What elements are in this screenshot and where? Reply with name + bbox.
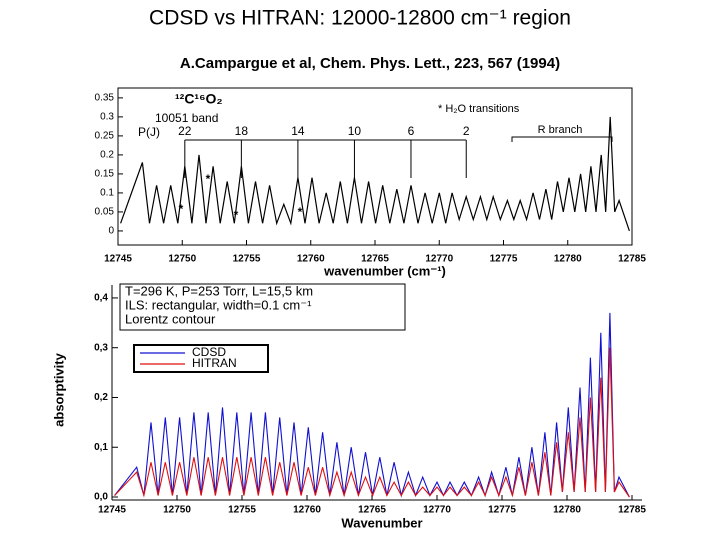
slide-title: CDSD vs HITRAN: 12000-12800 cm⁻¹ region [149, 7, 571, 30]
conditions-line: T=296 K, P=253 Torr, L=15,5 km [125, 283, 313, 298]
x-tick-label: 12780 [553, 505, 581, 516]
y-tick-label: 0.3 [100, 112, 114, 123]
j-label: 14 [291, 124, 305, 138]
y-tick-label: 0,3 [94, 342, 108, 353]
spectrum-line [114, 347, 630, 498]
x-tick-label: 12755 [228, 505, 256, 516]
conditions-line: Lorentz contour [125, 311, 216, 326]
y-tick-label: 0,2 [94, 392, 108, 403]
subtitle: A.Campargue et al, Chem. Phys. Lett., 22… [180, 55, 560, 72]
j-label: 10 [348, 124, 362, 138]
h2o-star: * [206, 172, 211, 186]
h2o-star: * [298, 205, 303, 219]
branch-r-label: R branch [538, 124, 583, 136]
j-label: 18 [235, 124, 249, 138]
x-tick-label: 12770 [423, 505, 451, 516]
h2o-star: * [234, 208, 239, 222]
h2o-star: * [179, 202, 184, 216]
x-tick-label: 12780 [554, 254, 582, 265]
y-tick-label: 0.35 [95, 93, 115, 104]
legend-label: HITRAN [192, 356, 237, 370]
y-tick-label: 0 [108, 226, 114, 237]
x-tick-label: 12755 [233, 254, 261, 265]
r-branch-bracket [511, 136, 613, 142]
y-axis-label: absorptivity [51, 352, 66, 426]
x-tick-label: 12750 [168, 254, 196, 265]
y-tick-label: 0.2 [100, 150, 114, 161]
x-tick-label: 12785 [618, 254, 646, 265]
conditions-box [119, 283, 406, 331]
x-tick-label: 12765 [361, 254, 389, 265]
x-tick-label: 12775 [488, 505, 516, 516]
j-label: 22 [178, 124, 192, 138]
j-label: 6 [408, 124, 415, 138]
j-label: 2 [463, 124, 470, 138]
x-tick-label: 12770 [425, 254, 453, 265]
y-tick-label: 0,4 [94, 293, 108, 304]
x-tick-label: 12750 [163, 505, 191, 516]
conditions-line: ILS: rectangular, width=0.1 cm⁻¹ [125, 297, 312, 312]
y-tick-label: 0.1 [100, 188, 114, 199]
x-tick-label: 12765 [358, 505, 386, 516]
spectrum-line [120, 116, 630, 232]
band-label: 10051 band [155, 111, 218, 125]
x-tick-label: 12775 [490, 254, 518, 265]
molecule-label: ¹²C¹⁶O₂ [175, 91, 223, 107]
legend-box [133, 344, 269, 373]
x-axis-label: Wavenumber [341, 515, 422, 530]
branch-p-label: P(J) [138, 125, 160, 139]
y-tick-label: 0.15 [95, 169, 115, 180]
h2o-label: * H₂O transitions [438, 103, 520, 115]
spectrum-line [114, 312, 630, 498]
y-tick-label: 0,0 [94, 492, 108, 503]
x-tick-label: 12745 [98, 505, 126, 516]
x-tick-label: 12785 [618, 505, 646, 516]
legend-label: CDSD [192, 345, 226, 359]
y-tick-label: 0,1 [94, 442, 108, 453]
x-tick-label: 12760 [297, 254, 325, 265]
y-tick-label: 0.25 [95, 131, 115, 142]
x-tick-label: 12760 [293, 505, 321, 516]
y-tick-label: 0.05 [95, 207, 115, 218]
x-tick-label: 12745 [104, 254, 132, 265]
x-axis-label: wavenumber (cm⁻¹) [323, 263, 446, 278]
